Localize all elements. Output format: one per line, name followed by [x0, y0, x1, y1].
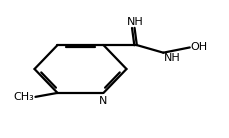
Text: CH₃: CH₃ — [14, 92, 34, 102]
Text: N: N — [99, 96, 107, 106]
Text: NH: NH — [163, 53, 180, 63]
Text: OH: OH — [190, 42, 207, 52]
Text: NH: NH — [127, 17, 143, 27]
